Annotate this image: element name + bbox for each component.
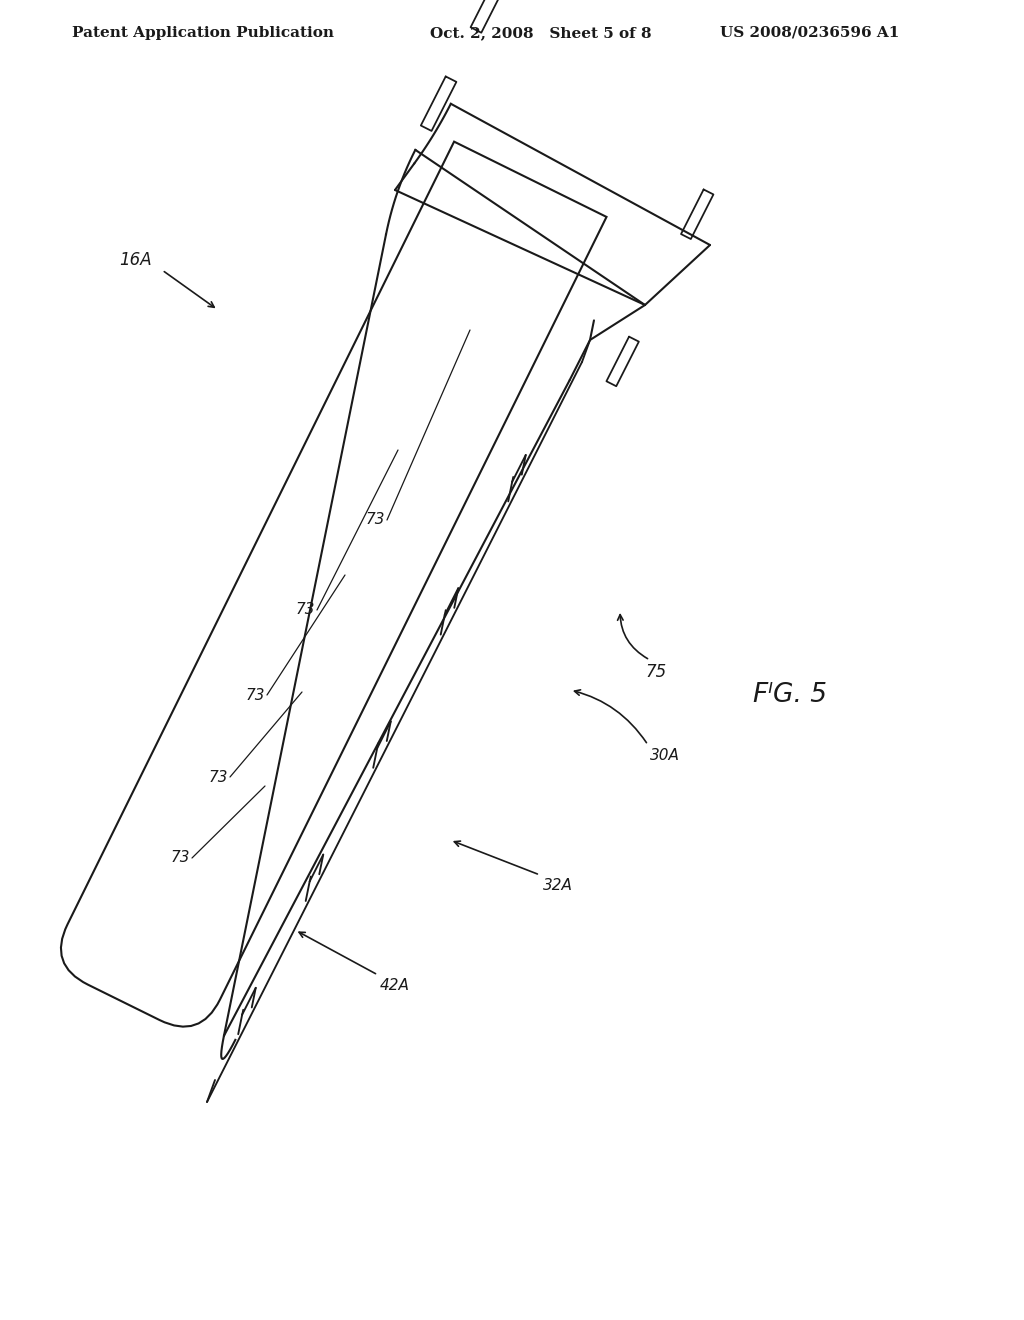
Text: 30A: 30A <box>650 747 680 763</box>
Text: FᴵG. 5: FᴵG. 5 <box>753 682 827 708</box>
Text: Oct. 2, 2008   Sheet 5 of 8: Oct. 2, 2008 Sheet 5 of 8 <box>430 26 651 40</box>
Text: 73: 73 <box>171 850 190 866</box>
Text: 32A: 32A <box>543 878 572 892</box>
Text: Patent Application Publication: Patent Application Publication <box>72 26 334 40</box>
Text: 73: 73 <box>296 602 315 618</box>
Text: 75: 75 <box>645 663 667 681</box>
Text: 73: 73 <box>366 512 385 528</box>
Text: 42A: 42A <box>380 978 410 993</box>
Text: 73: 73 <box>246 688 265 702</box>
Text: US 2008/0236596 A1: US 2008/0236596 A1 <box>720 26 899 40</box>
Text: 16A: 16A <box>120 251 152 269</box>
Text: 73: 73 <box>209 770 228 784</box>
